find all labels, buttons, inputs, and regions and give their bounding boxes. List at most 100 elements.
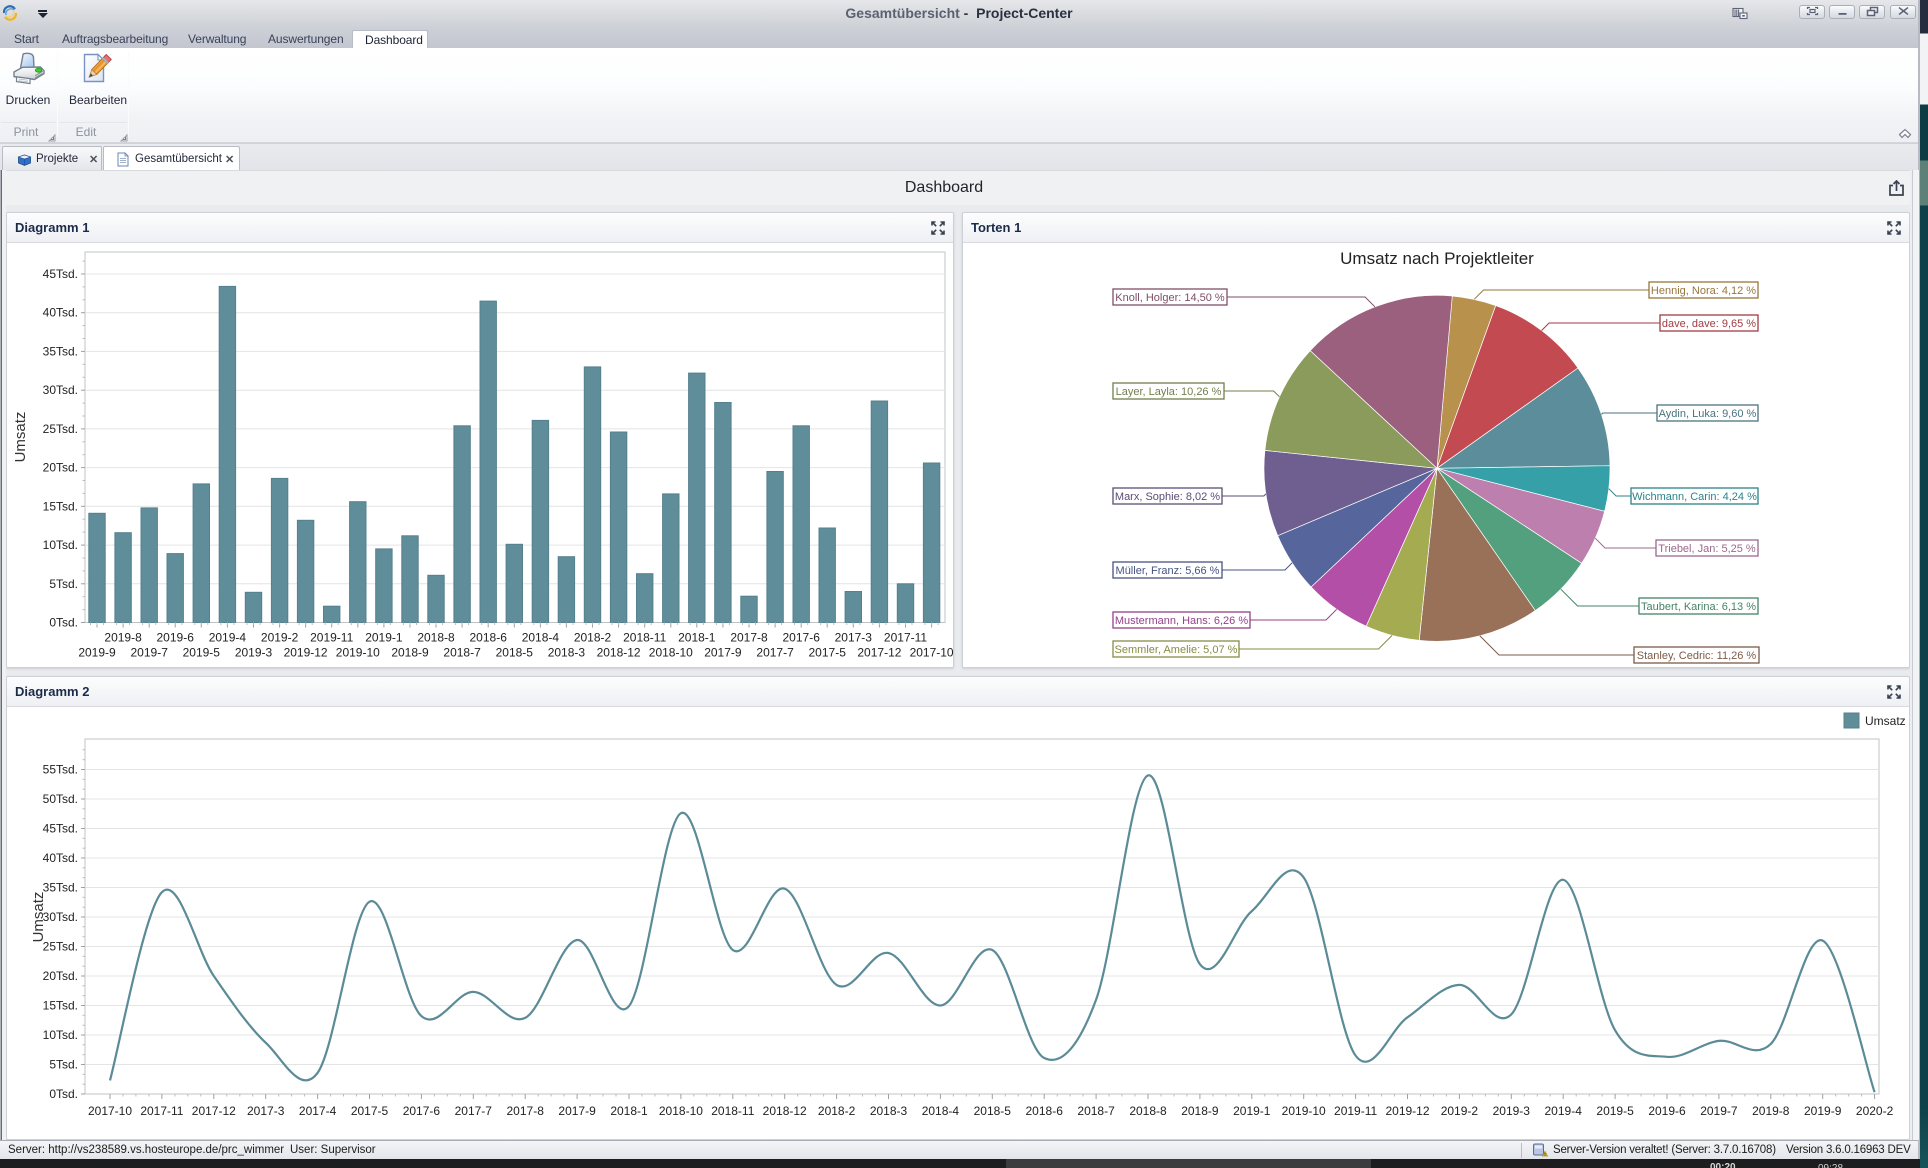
svg-text:45Tsd.: 45Tsd. — [43, 822, 78, 836]
svg-text:15Tsd.: 15Tsd. — [43, 499, 78, 513]
svg-text:2018-9: 2018-9 — [391, 646, 429, 660]
svg-text:2017-10: 2017-10 — [910, 646, 954, 660]
svg-text:25Tsd.: 25Tsd. — [43, 422, 78, 436]
svg-text:2018-6: 2018-6 — [1026, 1104, 1064, 1118]
svg-text:Marx, Sophie: 8,02 %: Marx, Sophie: 8,02 % — [1115, 491, 1220, 503]
svg-text:35Tsd.: 35Tsd. — [43, 881, 78, 895]
svg-text:2019-10: 2019-10 — [336, 646, 380, 660]
svg-text:Aydin, Luka: 9,60 %: Aydin, Luka: 9,60 % — [1659, 408, 1757, 420]
svg-text:2018-6: 2018-6 — [470, 631, 508, 645]
svg-text:2017-9: 2017-9 — [558, 1104, 596, 1118]
svg-text:2020-2: 2020-2 — [1856, 1104, 1894, 1118]
svg-text:Layer, Layla: 10,26 %: Layer, Layla: 10,26 % — [1116, 386, 1222, 398]
svg-text:2019-5: 2019-5 — [1596, 1104, 1634, 1118]
svg-text:Stanley, Cedric: 11,26 %: Stanley, Cedric: 11,26 % — [1637, 650, 1757, 662]
svg-text:10Tsd.: 10Tsd. — [43, 538, 78, 552]
svg-text:2018-9: 2018-9 — [1181, 1104, 1219, 1118]
svg-text:Semmler, Amelie: 5,07 %: Semmler, Amelie: 5,07 % — [1115, 644, 1238, 656]
svg-text:2018-1: 2018-1 — [610, 1104, 648, 1118]
svg-text:2018-4: 2018-4 — [922, 1104, 960, 1118]
svg-text:2017-11: 2017-11 — [140, 1104, 183, 1118]
svg-text:0Tsd.: 0Tsd. — [49, 616, 78, 630]
svg-text:2019-3: 2019-3 — [1493, 1104, 1531, 1118]
svg-text:2018-8: 2018-8 — [417, 631, 455, 645]
svg-text:2018-8: 2018-8 — [1129, 1104, 1167, 1118]
svg-text:2017-11: 2017-11 — [884, 631, 927, 645]
svg-text:45Tsd.: 45Tsd. — [43, 267, 78, 281]
svg-text:2019-8: 2019-8 — [104, 631, 142, 645]
svg-text:2017-6: 2017-6 — [403, 1104, 441, 1118]
svg-text:35Tsd.: 35Tsd. — [43, 344, 78, 358]
svg-text:30Tsd.: 30Tsd. — [43, 383, 78, 397]
svg-text:2018-11: 2018-11 — [711, 1104, 754, 1118]
svg-text:40Tsd.: 40Tsd. — [43, 306, 78, 320]
svg-text:2017-3: 2017-3 — [835, 631, 873, 645]
svg-text:2018-2: 2018-2 — [818, 1104, 856, 1118]
svg-text:2017-4: 2017-4 — [299, 1104, 337, 1118]
svg-text:2019-8: 2019-8 — [1752, 1104, 1790, 1118]
svg-text:30Tsd.: 30Tsd. — [43, 910, 78, 924]
svg-text:2019-7: 2019-7 — [1700, 1104, 1738, 1118]
svg-text:2019-11: 2019-11 — [1334, 1104, 1377, 1118]
svg-text:2019-1: 2019-1 — [1233, 1104, 1271, 1118]
svg-text:2017-8: 2017-8 — [507, 1104, 545, 1118]
svg-text:2019-9: 2019-9 — [78, 646, 116, 660]
svg-text:2018-10: 2018-10 — [659, 1104, 703, 1118]
svg-text:2018-4: 2018-4 — [522, 631, 560, 645]
svg-text:50Tsd.: 50Tsd. — [43, 792, 78, 806]
svg-text:10Tsd.: 10Tsd. — [43, 1028, 78, 1042]
svg-text:2019-6: 2019-6 — [157, 631, 195, 645]
svg-text:5Tsd.: 5Tsd. — [49, 1058, 78, 1072]
svg-text:2017-6: 2017-6 — [783, 631, 821, 645]
svg-text:40Tsd.: 40Tsd. — [43, 851, 78, 865]
svg-text:Umsatz nach Projektleiter: Umsatz nach Projektleiter — [1340, 249, 1534, 268]
svg-text:2018-7: 2018-7 — [1077, 1104, 1115, 1118]
svg-text:20Tsd.: 20Tsd. — [43, 461, 78, 475]
svg-text:25Tsd.: 25Tsd. — [43, 940, 78, 954]
svg-text:Wichmann, Carin: 4,24 %: Wichmann, Carin: 4,24 % — [1632, 491, 1757, 503]
svg-text:2017-7: 2017-7 — [455, 1104, 493, 1118]
svg-text:2018-10: 2018-10 — [649, 646, 693, 660]
svg-text:2018-5: 2018-5 — [974, 1104, 1012, 1118]
svg-text:2019-6: 2019-6 — [1648, 1104, 1686, 1118]
svg-text:2019-4: 2019-4 — [209, 631, 247, 645]
svg-text:Taubert, Karina: 6,13 %: Taubert, Karina: 6,13 % — [1641, 601, 1756, 613]
svg-text:2019-2: 2019-2 — [261, 631, 299, 645]
svg-text:0Tsd.: 0Tsd. — [49, 1087, 78, 1101]
svg-text:55Tsd.: 55Tsd. — [43, 763, 78, 777]
svg-text:15Tsd.: 15Tsd. — [43, 999, 78, 1013]
svg-text:2018-2: 2018-2 — [574, 631, 612, 645]
svg-text:2019-11: 2019-11 — [310, 631, 353, 645]
svg-text:2019-2: 2019-2 — [1441, 1104, 1479, 1118]
svg-text:2019-7: 2019-7 — [131, 646, 169, 660]
svg-text:2019-3: 2019-3 — [235, 646, 273, 660]
svg-text:2017-12: 2017-12 — [857, 646, 901, 660]
svg-text:Hennig, Nora: 4,12 %: Hennig, Nora: 4,12 % — [1651, 285, 1756, 297]
svg-text:Knoll, Holger: 14,50 %: Knoll, Holger: 14,50 % — [1115, 292, 1225, 304]
svg-text:2018-3: 2018-3 — [870, 1104, 908, 1118]
svg-text:20Tsd.: 20Tsd. — [43, 969, 78, 983]
svg-text:2017-9: 2017-9 — [704, 646, 742, 660]
svg-text:2019-4: 2019-4 — [1545, 1104, 1583, 1118]
svg-text:5Tsd.: 5Tsd. — [49, 577, 78, 591]
svg-text:Umsatz: Umsatz — [30, 892, 47, 943]
svg-text:2018-5: 2018-5 — [496, 646, 534, 660]
svg-text:2019-12: 2019-12 — [284, 646, 328, 660]
svg-text:2017-7: 2017-7 — [756, 646, 794, 660]
svg-text:Mustermann, Hans: 6,26 %: Mustermann, Hans: 6,26 % — [1115, 615, 1249, 627]
svg-text:2019-12: 2019-12 — [1385, 1104, 1429, 1118]
svg-text:2018-1: 2018-1 — [678, 631, 716, 645]
svg-text:2019-10: 2019-10 — [1282, 1104, 1326, 1118]
svg-text:2017-3: 2017-3 — [247, 1104, 285, 1118]
svg-text:2018-12: 2018-12 — [763, 1104, 807, 1118]
svg-text:dave, dave: 9,65 %: dave, dave: 9,65 % — [1662, 318, 1756, 330]
svg-text:2017-12: 2017-12 — [192, 1104, 236, 1118]
svg-text:2019-9: 2019-9 — [1804, 1104, 1842, 1118]
svg-text:Umsatz: Umsatz — [12, 412, 29, 463]
svg-text:Triebel, Jan: 5,25 %: Triebel, Jan: 5,25 % — [1658, 543, 1756, 555]
svg-text:2019-1: 2019-1 — [365, 631, 403, 645]
svg-text:2017-10: 2017-10 — [88, 1104, 132, 1118]
svg-text:2017-5: 2017-5 — [809, 646, 847, 660]
svg-text:2017-5: 2017-5 — [351, 1104, 389, 1118]
svg-text:2018-7: 2018-7 — [443, 646, 481, 660]
